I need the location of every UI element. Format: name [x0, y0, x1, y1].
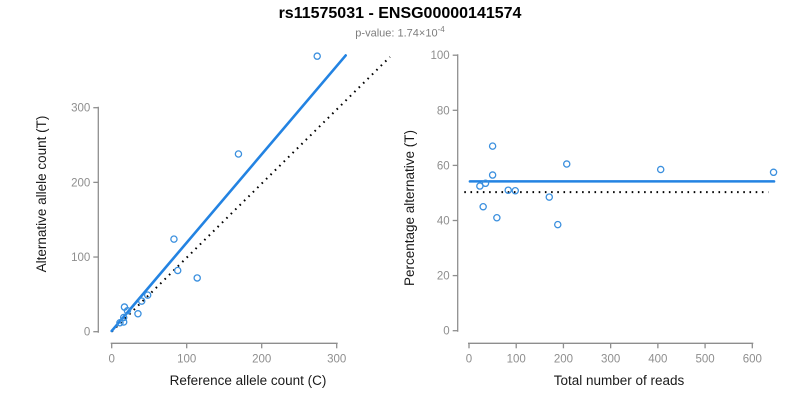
- x-axis-title: Total number of reads: [554, 373, 685, 388]
- y-tick-label: 100: [71, 252, 90, 264]
- data-point: [511, 186, 520, 195]
- x-tick-label: 300: [327, 353, 346, 365]
- data-point: [545, 193, 554, 201]
- p-value-exponent: -4: [437, 25, 445, 34]
- x-tick-label: 0: [466, 353, 472, 365]
- y-tick-label: 0: [443, 326, 449, 338]
- data-point: [173, 266, 182, 275]
- data-point: [119, 318, 128, 326]
- data-point: [493, 213, 501, 222]
- x-tick-label: 400: [648, 353, 667, 365]
- data-point: [137, 297, 146, 305]
- y-tick-label: 60: [437, 160, 450, 172]
- data-point: [476, 182, 484, 190]
- x-tick-label: 300: [601, 353, 620, 365]
- data-point: [562, 160, 571, 168]
- y-axis-title: Alternative allele count (T): [34, 116, 49, 273]
- reads-vs-percentage-scatter: 0 100 200 300 400 500 600 0 20 40 60 80 100 Total num…: [402, 50, 778, 388]
- x-tick-label: 600: [743, 353, 762, 365]
- identity-line: [110, 56, 391, 333]
- data-point: [193, 274, 201, 282]
- regression-line: [110, 54, 348, 333]
- y-tick-label: 100: [431, 50, 450, 62]
- x-tick-label: 200: [252, 353, 271, 365]
- x-tick-label: 100: [177, 353, 196, 365]
- x-tick-label: 500: [695, 353, 714, 365]
- data-point: [769, 168, 778, 177]
- y-tick-label: 0: [84, 327, 90, 339]
- figure-title: rs11575031 - ENSG00000141574: [278, 5, 522, 22]
- data-point: [488, 171, 497, 179]
- data-point: [123, 307, 132, 315]
- data-point: [554, 220, 562, 229]
- y-tick-label: 80: [437, 105, 450, 117]
- data-point: [481, 179, 490, 188]
- data-point: [504, 186, 512, 194]
- y-tick-label: 300: [71, 103, 90, 115]
- data-point: [479, 202, 487, 211]
- data-point: [234, 150, 243, 158]
- x-tick-label: 200: [554, 353, 573, 365]
- y-tick-label: 20: [437, 271, 450, 283]
- y-axis-title: Percentage alternative (T): [402, 130, 417, 286]
- data-point: [134, 310, 142, 318]
- p-value-text: p-value: 1.74×10: [355, 27, 438, 40]
- data-point: [488, 142, 497, 150]
- x-tick-label: 100: [507, 353, 526, 365]
- data-point: [170, 235, 178, 243]
- data-point: [313, 52, 321, 60]
- x-tick-label: 0: [108, 353, 114, 365]
- y-tick-label: 200: [71, 177, 90, 189]
- x-axis-title: Reference allele count (C): [170, 373, 327, 388]
- data-point: [116, 318, 124, 327]
- y-tick-label: 40: [437, 216, 450, 228]
- data-point: [119, 313, 128, 322]
- data-point: [656, 165, 665, 174]
- p-value-subtitle: p-value: 1.74×10-4: [0, 25, 800, 40]
- data-point: [143, 291, 152, 299]
